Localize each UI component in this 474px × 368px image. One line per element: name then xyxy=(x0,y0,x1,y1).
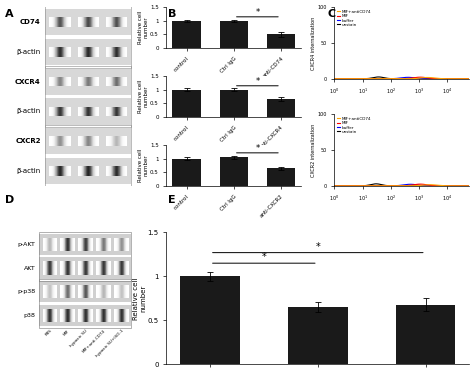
Bar xyxy=(173,21,201,48)
Bar xyxy=(173,159,201,186)
Text: *: * xyxy=(255,77,259,85)
Text: β-actin: β-actin xyxy=(17,168,41,174)
Bar xyxy=(180,276,239,364)
Bar xyxy=(39,305,131,326)
Bar xyxy=(219,158,248,186)
Bar xyxy=(45,69,131,95)
Y-axis label: CXCR4 internalization: CXCR4 internalization xyxy=(311,17,316,70)
Bar xyxy=(219,90,248,117)
Bar xyxy=(39,281,131,302)
Bar xyxy=(267,168,295,186)
Text: MIF: MIF xyxy=(63,329,71,336)
Text: *: * xyxy=(255,144,259,153)
Text: B: B xyxy=(168,9,177,19)
Text: CXCR2: CXCR2 xyxy=(15,138,41,144)
Bar xyxy=(267,34,295,48)
Legend: MIF+antiCD74, MIF, buffer, unstain: MIF+antiCD74, MIF, buffer, unstain xyxy=(337,117,372,134)
Text: hypoxic SU+ISO-1: hypoxic SU+ISO-1 xyxy=(95,329,125,358)
Bar xyxy=(39,258,131,279)
Bar xyxy=(45,125,131,187)
Text: A: A xyxy=(5,9,13,19)
Text: CXCR4: CXCR4 xyxy=(15,79,41,85)
Legend: MIF+antiCD74, MIF, buffer, unstain: MIF+antiCD74, MIF, buffer, unstain xyxy=(337,10,372,27)
Bar xyxy=(45,128,131,154)
Y-axis label: CXCR2 internalization: CXCR2 internalization xyxy=(311,124,316,177)
Text: C: C xyxy=(327,9,335,19)
Y-axis label: Relative cell
number: Relative cell number xyxy=(133,277,146,319)
Bar xyxy=(45,98,131,124)
Text: *: * xyxy=(262,252,266,262)
Bar xyxy=(288,307,347,364)
Text: *: * xyxy=(255,8,259,17)
Bar xyxy=(39,234,131,255)
Text: D: D xyxy=(5,195,14,205)
Bar xyxy=(39,232,131,280)
Y-axis label: Relative cell
number: Relative cell number xyxy=(138,149,148,182)
Bar xyxy=(45,158,131,184)
Bar xyxy=(267,99,295,117)
Text: PBS: PBS xyxy=(44,329,53,337)
Text: E: E xyxy=(168,195,176,205)
Bar xyxy=(396,304,456,364)
Text: β-actin: β-actin xyxy=(17,49,41,55)
Bar xyxy=(219,21,248,48)
Bar xyxy=(45,39,131,65)
Bar xyxy=(39,279,131,328)
Text: p-AKT: p-AKT xyxy=(18,242,36,247)
Bar xyxy=(45,7,131,68)
Text: hypoxic SU: hypoxic SU xyxy=(70,329,89,348)
Bar xyxy=(45,9,131,35)
Text: p-p38: p-p38 xyxy=(18,289,36,294)
Text: p38: p38 xyxy=(24,313,36,318)
Bar xyxy=(45,66,131,127)
Text: β-actin: β-actin xyxy=(17,109,41,114)
Y-axis label: Relative cell
number: Relative cell number xyxy=(138,11,148,44)
Text: MIF+anti-CD74: MIF+anti-CD74 xyxy=(82,329,107,353)
Text: *: * xyxy=(315,242,320,252)
Y-axis label: Relative cell
number: Relative cell number xyxy=(138,80,148,113)
Bar xyxy=(173,90,201,117)
Text: AKT: AKT xyxy=(24,266,36,270)
Text: CD74: CD74 xyxy=(20,19,41,25)
